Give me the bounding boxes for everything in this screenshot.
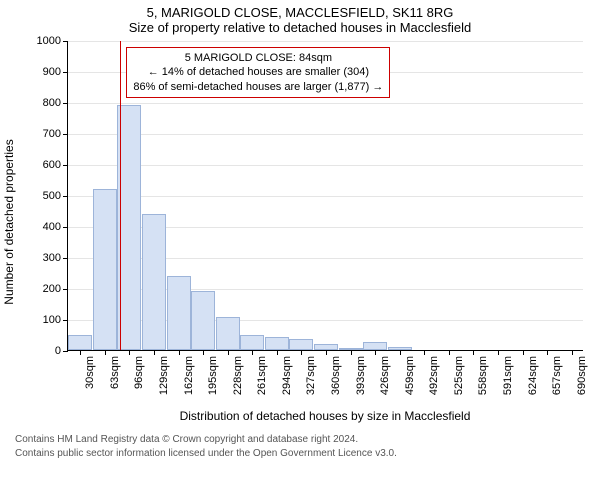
x-tick-label: 657sqm	[551, 356, 563, 395]
histogram-bar	[167, 276, 191, 350]
x-tick-label: 162sqm	[183, 356, 195, 395]
x-tick	[424, 350, 425, 355]
x-tick-label: 690sqm	[576, 356, 588, 395]
x-tick-label: 30sqm	[84, 356, 96, 389]
y-tick-label: 500	[43, 190, 68, 202]
x-tick-label: 360sqm	[330, 356, 342, 395]
x-tick	[203, 350, 204, 355]
plot-area: 0100200300400500600700800900100030sqm63s…	[67, 41, 583, 351]
x-tick-label: 327sqm	[305, 356, 317, 395]
chart-container: Number of detached properties 0100200300…	[15, 37, 595, 407]
gridline	[68, 196, 583, 197]
gridline	[68, 165, 583, 166]
x-tick	[277, 350, 278, 355]
x-tick	[228, 350, 229, 355]
y-tick-label: 0	[55, 345, 68, 357]
x-tick	[572, 350, 573, 355]
x-tick	[105, 350, 106, 355]
x-tick	[400, 350, 401, 355]
histogram-bar	[363, 342, 387, 350]
x-tick	[154, 350, 155, 355]
x-tick-label: 228sqm	[232, 356, 244, 395]
histogram-bar	[142, 214, 166, 350]
y-tick-label: 400	[43, 221, 68, 233]
x-tick	[523, 350, 524, 355]
x-tick-label: 624sqm	[527, 356, 539, 395]
annotation-line-2: ← 14% of detached houses are smaller (30…	[133, 65, 383, 79]
histogram-bar	[289, 339, 313, 350]
x-tick	[547, 350, 548, 355]
marker-line	[120, 41, 121, 350]
x-tick	[375, 350, 376, 355]
gridline	[68, 103, 583, 104]
x-tick	[351, 350, 352, 355]
x-tick	[498, 350, 499, 355]
x-tick	[179, 350, 180, 355]
x-tick-label: 393sqm	[355, 356, 367, 395]
x-tick	[252, 350, 253, 355]
gridline	[68, 134, 583, 135]
y-tick-label: 900	[43, 66, 68, 78]
x-tick	[80, 350, 81, 355]
x-axis-label: Distribution of detached houses by size …	[55, 409, 595, 423]
histogram-bar	[191, 291, 215, 350]
page-title-address: 5, MARIGOLD CLOSE, MACCLESFIELD, SK11 8R…	[5, 5, 595, 20]
footer-line-2: Contains public sector information licen…	[15, 447, 595, 461]
footer-line-1: Contains HM Land Registry data © Crown c…	[15, 433, 595, 447]
x-tick	[301, 350, 302, 355]
x-tick-label: 525sqm	[453, 356, 465, 395]
x-tick	[449, 350, 450, 355]
y-tick-label: 600	[43, 159, 68, 171]
y-tick-label: 1000	[37, 35, 68, 47]
x-tick-label: 459sqm	[404, 356, 416, 395]
x-tick-label: 591sqm	[502, 356, 514, 395]
x-tick-label: 558sqm	[477, 356, 489, 395]
histogram-bar	[265, 337, 289, 350]
y-tick-label: 200	[43, 283, 68, 295]
x-tick-label: 96sqm	[133, 356, 145, 389]
y-axis-label: Number of detached properties	[2, 139, 16, 304]
x-tick	[129, 350, 130, 355]
y-tick-label: 300	[43, 252, 68, 264]
histogram-bar	[240, 335, 264, 351]
y-tick-label: 100	[43, 314, 68, 326]
histogram-bar	[68, 335, 92, 351]
histogram-bar	[93, 189, 117, 350]
x-tick-label: 63sqm	[109, 356, 121, 389]
gridline	[68, 41, 583, 42]
y-tick-label: 700	[43, 128, 68, 140]
annotation-box: 5 MARIGOLD CLOSE: 84sqm ← 14% of detache…	[126, 47, 390, 98]
x-tick	[473, 350, 474, 355]
footer-attribution: Contains HM Land Registry data © Crown c…	[15, 433, 595, 460]
x-tick-label: 195sqm	[207, 356, 219, 395]
histogram-bar	[216, 317, 240, 350]
y-tick-label: 800	[43, 97, 68, 109]
annotation-line-1: 5 MARIGOLD CLOSE: 84sqm	[133, 51, 383, 65]
x-tick-label: 129sqm	[158, 356, 170, 395]
annotation-line-3: 86% of semi-detached houses are larger (…	[133, 80, 383, 94]
x-tick-label: 426sqm	[379, 356, 391, 395]
x-tick-label: 261sqm	[256, 356, 268, 395]
page-title-subtitle: Size of property relative to detached ho…	[5, 20, 595, 35]
x-tick-label: 294sqm	[281, 356, 293, 395]
x-tick-label: 492sqm	[428, 356, 440, 395]
x-tick	[326, 350, 327, 355]
